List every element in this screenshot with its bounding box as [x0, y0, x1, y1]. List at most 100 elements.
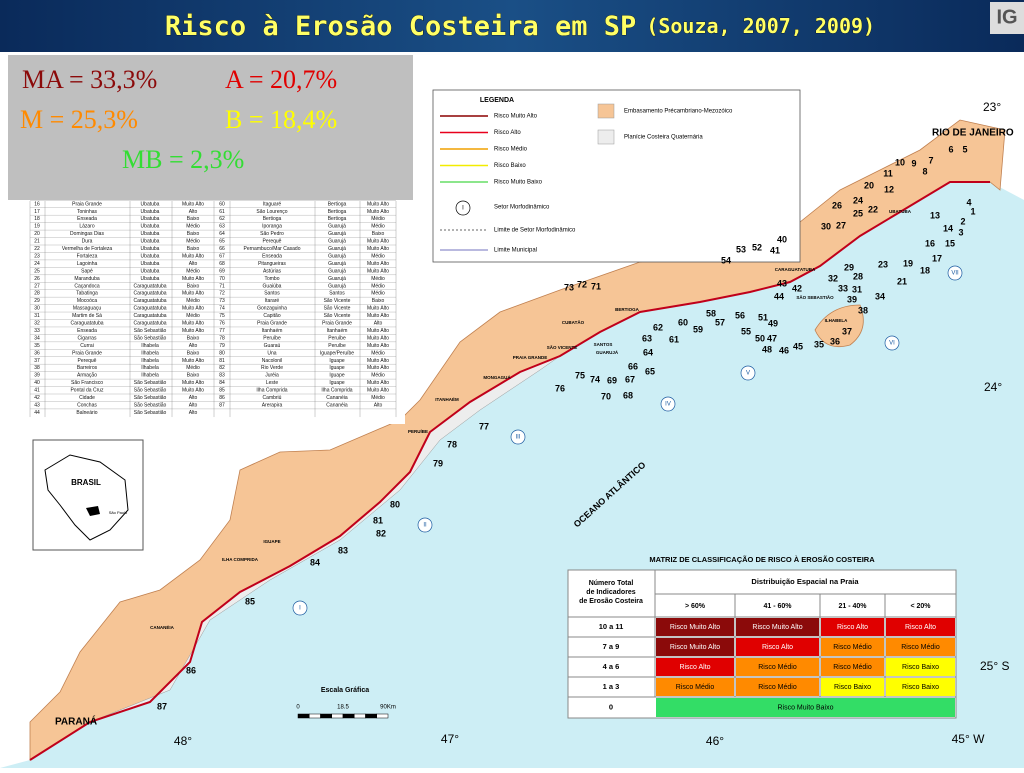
- table-cell: Médio: [186, 268, 200, 274]
- title-group: Risco à Erosão Costeira em SP (Souza, 200…: [165, 11, 875, 42]
- table-cell: 69: [219, 268, 225, 274]
- table-cell: São Pedro: [260, 231, 284, 237]
- city-label: IGUAPE: [263, 539, 280, 544]
- beach-number: 56: [735, 310, 745, 320]
- logo: IG: [996, 6, 1017, 28]
- table-cell: 74: [219, 306, 225, 312]
- beach-number: 13: [930, 210, 940, 220]
- table-cell: Caçandoca: [74, 283, 100, 289]
- table-cell: Ilha Comprida: [256, 388, 287, 394]
- beach-number: 53: [736, 244, 746, 254]
- table-cell: 19: [34, 224, 40, 230]
- beach-number: 87: [157, 701, 167, 711]
- matrix-cell-label: Risco Muito Baixo: [777, 704, 833, 711]
- summary-stat: M = 25,3%: [20, 105, 138, 134]
- table-cell: Muito Alto: [367, 358, 389, 364]
- summary-box: [8, 55, 413, 200]
- table-cell: 16: [34, 201, 40, 207]
- table-cell: Ubatuba: [141, 246, 160, 252]
- beach-number: 1: [970, 206, 975, 216]
- beach-number: 30: [821, 221, 831, 231]
- table-cell: 60: [219, 201, 225, 207]
- table-cell: Peruíbe: [328, 335, 346, 341]
- beach-number: 78: [447, 439, 457, 449]
- table-cell: Médio: [186, 365, 200, 371]
- summary-stat: MB = 2,3%: [122, 145, 244, 174]
- table-cell: Peruíbe: [263, 335, 281, 341]
- table-cell: Currai: [80, 343, 94, 349]
- table-cell: Baixo: [187, 350, 200, 356]
- table-cell: Médio: [371, 291, 385, 297]
- matrix-cell: [821, 658, 884, 676]
- scale-segment: [320, 713, 332, 719]
- matrix-cell: [736, 638, 819, 656]
- table-cell: Pernambuco/Mar Casado: [244, 246, 301, 252]
- beach-number: 18: [920, 265, 930, 275]
- table-cell: Muito Alto: [367, 209, 389, 215]
- matrix-cell: [886, 618, 955, 636]
- table-cell: 70: [219, 276, 225, 282]
- legend-label: Risco Alto: [494, 130, 521, 136]
- table-cell: Vermelha de Fortaleza: [62, 246, 113, 252]
- table-cell: Tombo: [264, 276, 279, 282]
- table-cell: Baixo: [187, 373, 200, 379]
- table-cell: 72: [219, 291, 225, 297]
- table-cell: Ubatuba: [141, 224, 160, 230]
- city-label: SÃO SEBASTIÃO: [796, 294, 834, 300]
- table-cell: Iguape: [329, 358, 345, 364]
- beach-number: 31: [852, 284, 862, 294]
- table-cell: 24: [34, 261, 40, 267]
- matrix-cell-label: Risco Médio: [758, 684, 797, 691]
- sector-label: II: [423, 523, 427, 529]
- beach-number: 32: [828, 273, 838, 283]
- matrix-cell: [736, 618, 819, 636]
- city-label: ITANHAÉM: [435, 395, 459, 402]
- table-cell: Muito Alto: [182, 276, 204, 282]
- matrix-col: 21 - 40%: [838, 603, 867, 610]
- table-cell: Muito Alto: [182, 253, 204, 259]
- latitude-label: 25° S: [980, 659, 1009, 673]
- beach-number: 73: [564, 282, 574, 292]
- table-cell: Santos: [264, 291, 280, 297]
- latitude-label: 24°: [984, 380, 1002, 394]
- table-cell: Muito Alto: [367, 388, 389, 394]
- inset-sp: [86, 506, 100, 516]
- table-cell: Médio: [186, 313, 200, 319]
- legend-label: Limite Municipal: [494, 248, 537, 254]
- table-cell: Muito Alto: [367, 343, 389, 349]
- table-cell: Pitangueiras: [258, 261, 286, 267]
- beach-number: 59: [693, 324, 703, 334]
- table-cell: Bertioga: [263, 216, 282, 222]
- table-cell: 83: [219, 373, 225, 379]
- beach-number: 49: [768, 318, 778, 328]
- table-cell: Ubatuba: [141, 209, 160, 215]
- table-cell: 62: [219, 216, 225, 222]
- table-cell: Ilha Comprida: [321, 388, 352, 394]
- table-cell: 68: [219, 261, 225, 267]
- table-cell: Astúrias: [263, 268, 282, 274]
- table-cell: 20: [34, 231, 40, 237]
- matrix-cell-label: Risco Médio: [676, 684, 715, 691]
- table-cell: 37: [34, 358, 40, 364]
- sector-marker: [417, 517, 433, 533]
- table-cell: Muito Alto: [182, 358, 204, 364]
- table-cell: Guarujá: [328, 253, 346, 259]
- beach-number: 45: [793, 341, 803, 351]
- table-cell: Iporanga: [262, 224, 282, 230]
- table-cell: Domingas Dias: [70, 231, 104, 237]
- table-cell: Praia Grande: [322, 321, 352, 327]
- beach-number: 16: [925, 238, 935, 248]
- beach-number: 34: [875, 291, 885, 301]
- content: 16 Praia Grande Ubatuba Muito Alto 60 Itaguar…: [29, 97, 1014, 748]
- table-cell: Guarujá: [328, 268, 346, 274]
- table-cell: Ubatuba: [141, 231, 160, 237]
- beach-number: 27: [836, 220, 846, 230]
- table-cell: Iguape: [329, 373, 345, 379]
- table-cell: Alto: [189, 395, 198, 401]
- table-cell: Enseada: [262, 253, 282, 259]
- city-label: BERTIOGA: [615, 307, 640, 312]
- risk-coastline: [29, 181, 990, 761]
- table-cell: 33: [34, 328, 40, 334]
- table-cell: Bertioga: [328, 209, 347, 215]
- table-cell: 23: [34, 253, 40, 259]
